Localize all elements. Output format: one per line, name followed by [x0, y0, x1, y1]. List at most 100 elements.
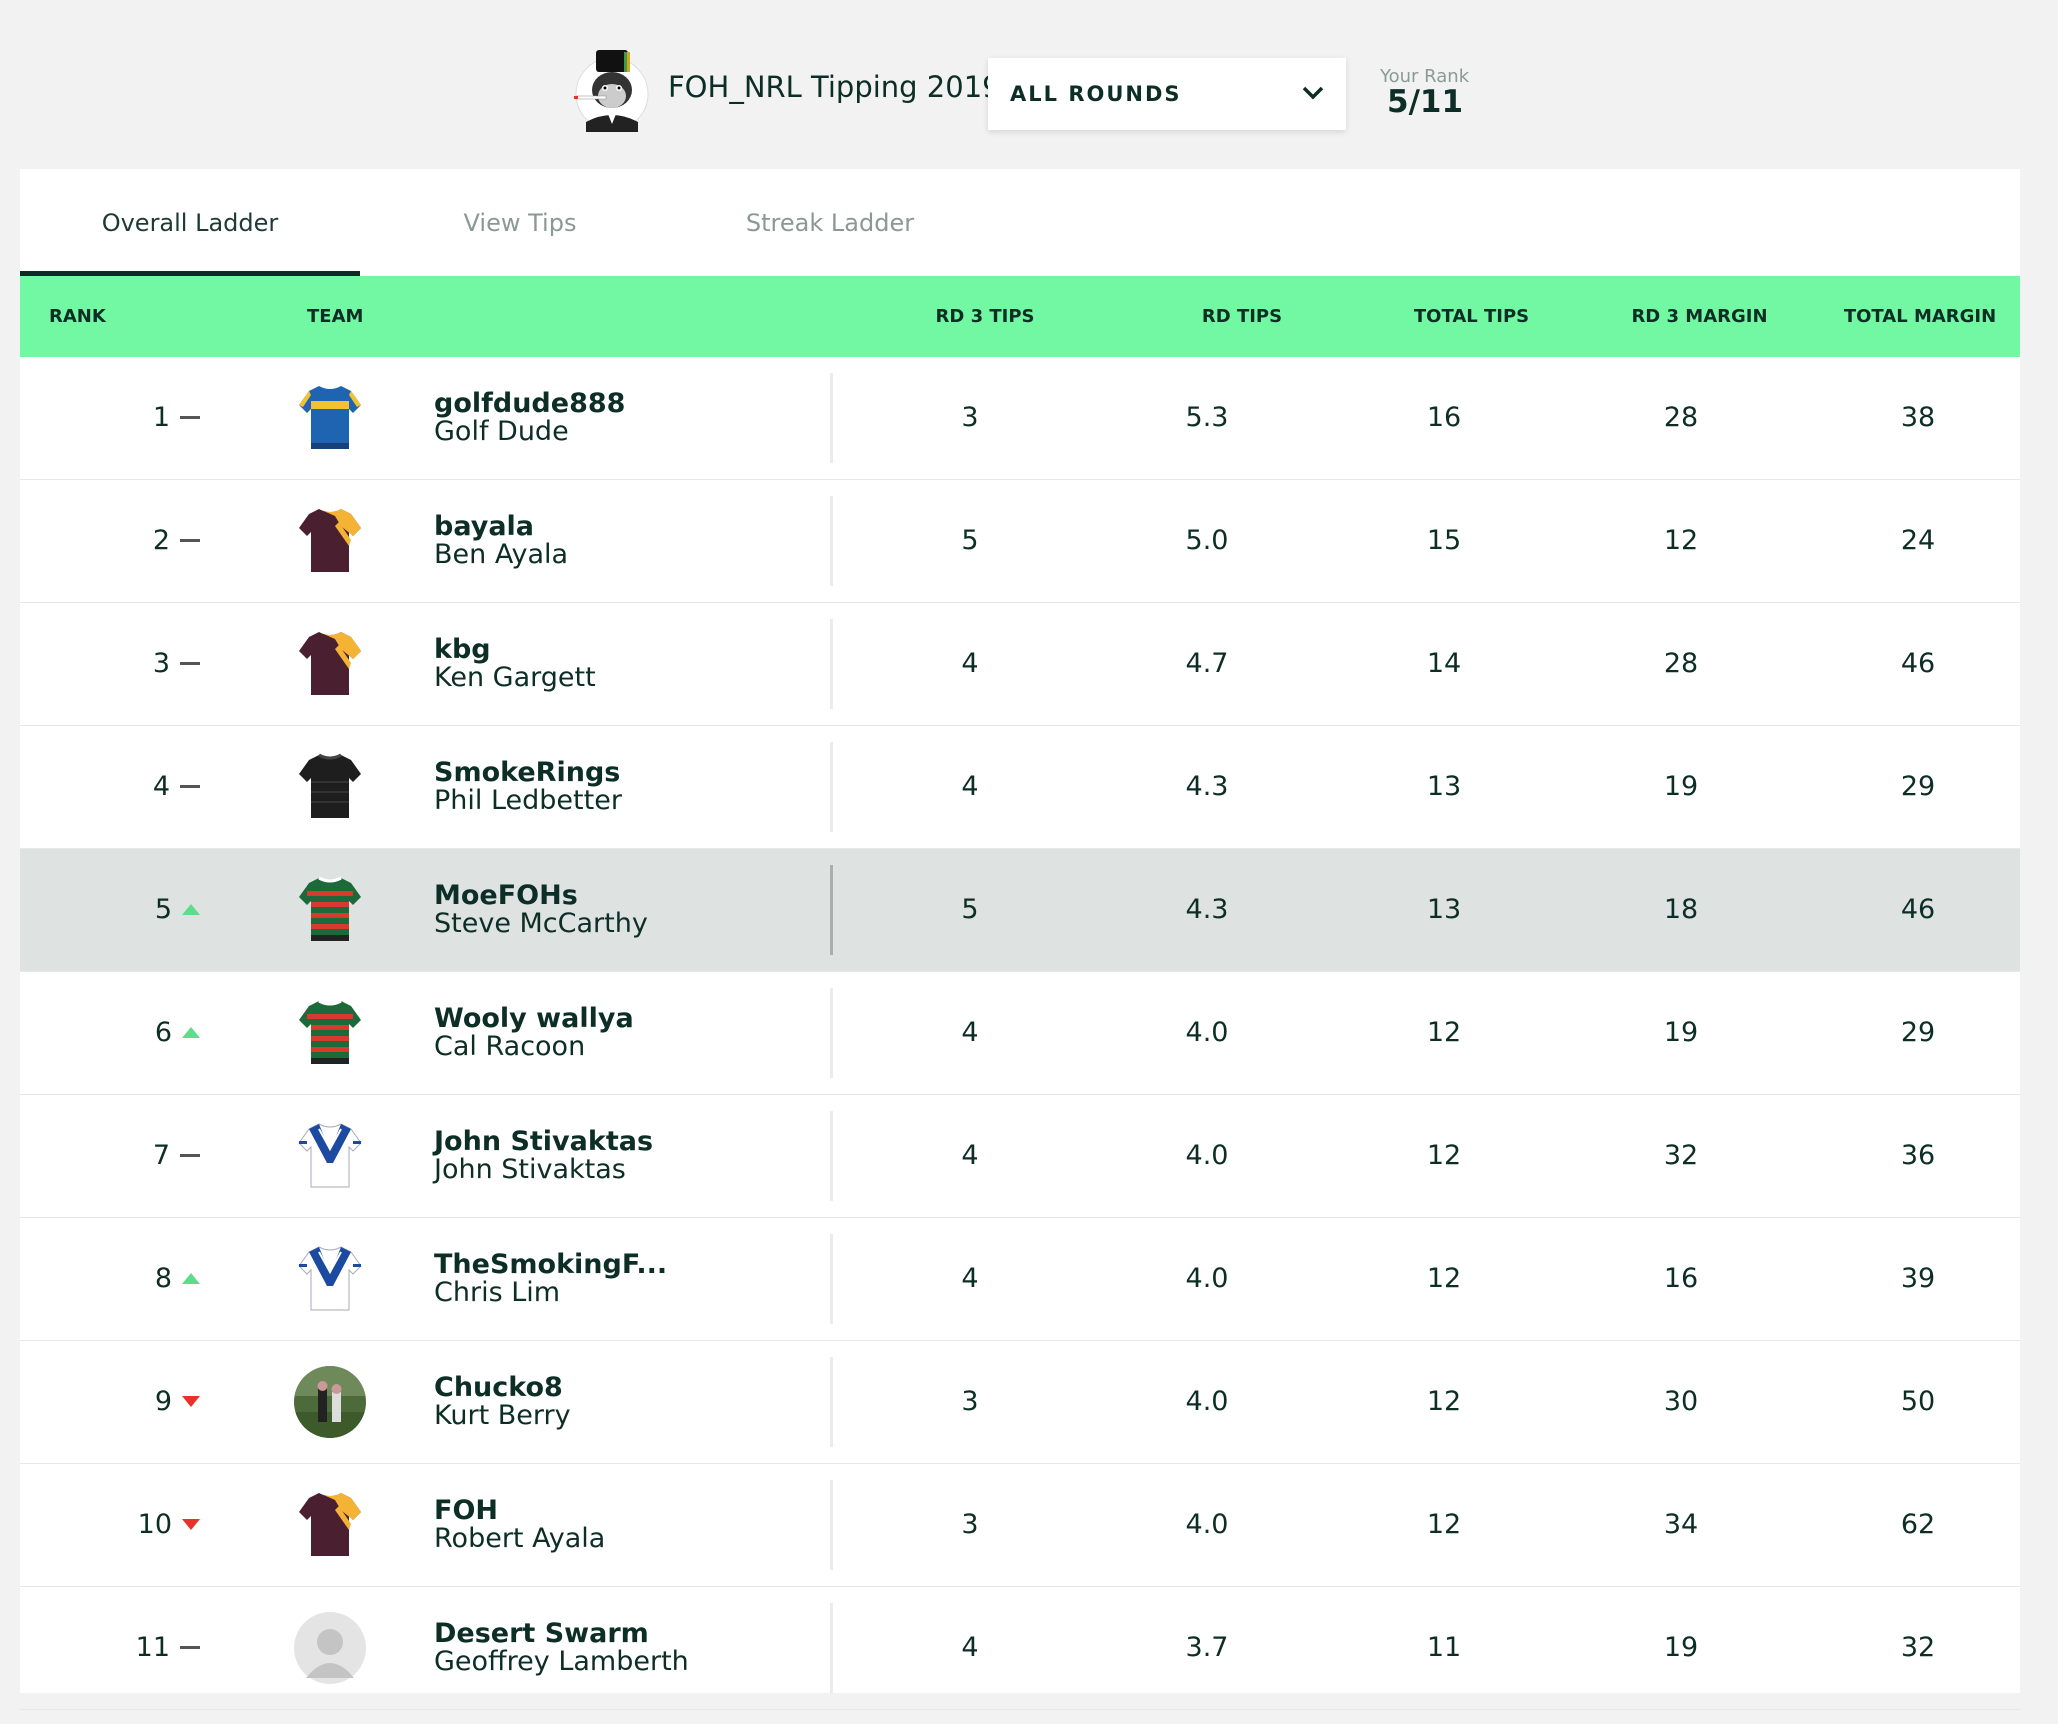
rank-number: 1: [152, 402, 170, 433]
bulldogs-jersey-icon: [290, 1218, 370, 1339]
ladder-card: Overall Ladder View Tips Streak Ladder R…: [20, 169, 2020, 1710]
cell-rd3-margin: 32: [1663, 1140, 1699, 1171]
broncos-jersey-icon: [290, 480, 370, 601]
rank-up-arrow-icon: [182, 1027, 200, 1038]
col-header-rd-tips[interactable]: RD TIPS: [1201, 306, 1283, 327]
bulldogs-jersey-icon: [290, 1095, 370, 1216]
tipster-names[interactable]: SmokeRings Phil Ledbetter: [434, 726, 844, 847]
cell-rd3-margin: 28: [1663, 648, 1699, 679]
tipster-username[interactable]: Chucko8: [434, 1371, 563, 1403]
table-row[interactable]: 7 John Stivaktas John Stivaktas 4 4.0 12 32…: [20, 1095, 2020, 1218]
tab-streak-ladder[interactable]: Streak Ladder: [745, 208, 915, 237]
cell-total-margin: 46: [1900, 894, 1936, 925]
tipster-names[interactable]: Wooly wallya Cal Racoon: [434, 972, 844, 1093]
rank-no-change-dash-icon: [180, 662, 200, 665]
tipster-username[interactable]: kbg: [434, 633, 491, 665]
tipster-full-name: Geoffrey Lamberth: [434, 1645, 689, 1677]
rank-number: 11: [135, 1632, 170, 1663]
cell-total-tips: 12: [1426, 1386, 1462, 1417]
cell-total-tips: 15: [1426, 525, 1462, 556]
tipster-username[interactable]: MoeFOHs: [434, 879, 578, 911]
table-row[interactable]: 11 Desert Swarm Geoffrey Lamberth 4 3.7 11…: [20, 1587, 2020, 1710]
cell-total-tips: 16: [1426, 402, 1462, 433]
tipster-names[interactable]: golfdude888 Golf Dude: [434, 357, 844, 478]
rank-cell: 2: [20, 480, 200, 601]
col-header-total-tips[interactable]: TOTAL TIPS: [1413, 306, 1530, 327]
cell-total-margin: 32: [1900, 1632, 1936, 1663]
competition-logo: [572, 48, 652, 132]
column-divider: [830, 619, 833, 709]
rank-cell: 8: [20, 1218, 200, 1339]
cell-total-margin: 24: [1900, 525, 1936, 556]
rank-number: 9: [154, 1386, 172, 1417]
tipster-username[interactable]: Desert Swarm: [434, 1617, 649, 1649]
table-row[interactable]: 2 bayala Ben Ayala 5 5.0 15 12 24: [20, 480, 2020, 603]
tipster-names[interactable]: FOH Robert Ayala: [434, 1464, 844, 1585]
cell-rd3-margin: 19: [1663, 1017, 1699, 1048]
rank-cell: 9: [20, 1341, 200, 1462]
rank-number: 10: [137, 1509, 172, 1540]
table-row[interactable]: 4 SmokeRings Phil Ledbetter 4 4.3 13 19 29: [20, 726, 2020, 849]
column-divider: [830, 1480, 833, 1570]
table-row[interactable]: 3 kbg Ken Gargett 4 4.7 14 28 46: [20, 603, 2020, 726]
panthers-jersey-icon: [290, 726, 370, 847]
rank-number: 3: [152, 648, 170, 679]
col-header-total-margin[interactable]: TOTAL MARGIN: [1843, 306, 1997, 327]
round-select-dropdown[interactable]: ALL ROUNDS: [988, 58, 1346, 130]
col-header-rd3-tips[interactable]: RD 3 TIPS: [935, 306, 1035, 327]
tab-view-tips[interactable]: View Tips: [463, 208, 577, 237]
rank-cell: 1: [20, 357, 200, 478]
tab-overall-ladder[interactable]: Overall Ladder: [20, 169, 360, 276]
rabbitohs-jersey-icon: [290, 849, 370, 970]
cell-total-tips: 12: [1426, 1017, 1462, 1048]
rank-no-change-dash-icon: [180, 539, 200, 542]
tipster-names[interactable]: Desert Swarm Geoffrey Lamberth: [434, 1587, 844, 1708]
tipster-username[interactable]: FOH: [434, 1494, 498, 1526]
tipster-names[interactable]: MoeFOHs Steve McCarthy: [434, 849, 844, 970]
rank-no-change-dash-icon: [180, 1154, 200, 1157]
rank-cell: 11: [20, 1587, 200, 1708]
table-row-current-user[interactable]: 5 MoeFOHs Steve McCarthy 5 4.3 13 18 46: [20, 849, 2020, 972]
cell-rd-tips: 4.0: [1185, 1263, 1229, 1294]
tipster-username[interactable]: golfdude888: [434, 387, 626, 419]
tipster-names[interactable]: TheSmokingF... Chris Lim: [434, 1218, 844, 1339]
tipster-username[interactable]: SmokeRings: [434, 756, 621, 788]
rank-number: 4: [152, 771, 170, 802]
table-row[interactable]: 8 TheSmokingF... Chris Lim 4 4.0 12 16 39: [20, 1218, 2020, 1341]
tipster-full-name: Robert Ayala: [434, 1522, 606, 1554]
tipster-username[interactable]: bayala: [434, 510, 535, 542]
cell-rd3-margin: 18: [1663, 894, 1699, 925]
cell-rd3-margin: 28: [1663, 402, 1699, 433]
cell-rd3-tips: 5: [961, 525, 979, 556]
table-row[interactable]: 1 golfdude888 Golf Dude 3 5.3 16 28 38: [20, 357, 2020, 480]
col-header-rd3-margin[interactable]: RD 3 MARGIN: [1631, 306, 1768, 327]
tipster-names[interactable]: kbg Ken Gargett: [434, 603, 844, 724]
cell-rd3-margin: 19: [1663, 1632, 1699, 1663]
cell-rd-tips: 4.3: [1185, 771, 1229, 802]
cell-rd3-margin: 16: [1663, 1263, 1699, 1294]
cell-rd3-margin: 19: [1663, 771, 1699, 802]
cell-rd-tips: 4.0: [1185, 1017, 1229, 1048]
tipster-names[interactable]: bayala Ben Ayala: [434, 480, 844, 601]
col-header-rank[interactable]: RANK: [49, 306, 106, 327]
tipster-names[interactable]: John Stivaktas John Stivaktas: [434, 1095, 844, 1216]
tipster-full-name: Steve McCarthy: [434, 907, 648, 939]
tipster-username[interactable]: Wooly wallya: [434, 1002, 634, 1034]
cell-rd-tips: 4.7: [1185, 648, 1229, 679]
broncos-jersey-icon: [290, 1464, 370, 1585]
cell-rd-tips: 3.7: [1185, 1632, 1229, 1663]
col-header-team[interactable]: TEAM: [307, 306, 364, 327]
tipster-username[interactable]: John Stivaktas: [434, 1125, 654, 1157]
rank-no-change-dash-icon: [180, 1646, 200, 1649]
cell-rd3-tips: 3: [961, 1386, 979, 1417]
table-row[interactable]: 6 Wooly wallya Cal Racoon 4 4.0 12 19 29: [20, 972, 2020, 1095]
tipster-names[interactable]: Chucko8 Kurt Berry: [434, 1341, 844, 1462]
cell-rd3-margin: 30: [1663, 1386, 1699, 1417]
tipster-full-name: Golf Dude: [434, 415, 569, 447]
column-divider: [830, 1357, 833, 1447]
table-row[interactable]: 10 FOH Robert Ayala 3 4.0 12 34 62: [20, 1464, 2020, 1587]
cell-rd-tips: 5.3: [1185, 402, 1229, 433]
eels-jersey-icon: [290, 357, 370, 478]
table-row[interactable]: 9 Chucko8 Kurt Berry 3 4.0 12 30 50: [20, 1341, 2020, 1464]
tipster-username[interactable]: TheSmokingF...: [434, 1248, 668, 1280]
